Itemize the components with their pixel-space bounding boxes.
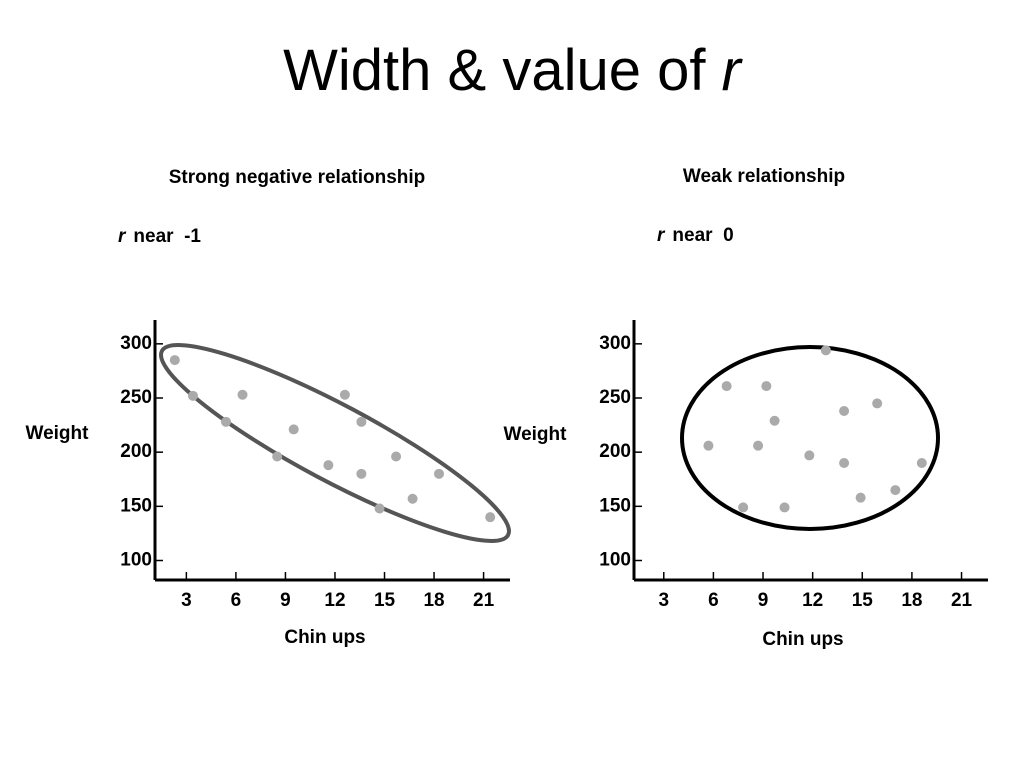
point [872,398,883,409]
point [356,468,367,479]
subtitle-text: near -1 [133,226,201,247]
slide-title: Width & value of r [283,38,743,103]
point [169,355,180,366]
point [703,440,714,451]
x-tick-label: 3 [181,590,192,611]
y-axis-label: Weight [504,424,568,445]
point [374,503,385,514]
x-axis-label: Chin ups [762,629,843,650]
point [356,416,367,427]
x-tick-label: 9 [758,590,769,611]
point [804,450,815,461]
chart-subtitle: r near -1 [118,226,201,247]
x-tick-label: 18 [901,590,922,611]
point [820,345,831,356]
subtitle-text: near 0 [672,225,733,246]
y-tick-label: 200 [120,441,152,462]
point [855,492,866,503]
point [916,458,927,468]
point [839,458,850,468]
cluster-ellipse [680,345,940,531]
point [391,451,402,462]
point [839,406,850,416]
title-text: Width & value of [283,38,706,103]
point [288,424,299,435]
point [187,390,198,401]
cluster-ellipse [159,343,511,543]
y-tick-label: 250 [599,387,631,408]
y-tick-label: 200 [599,441,631,462]
chart-title: Weak relationship [683,166,845,187]
x-tick-label: 21 [473,590,495,611]
x-axis-label: Chin ups [284,627,365,648]
y-tick-label: 250 [120,387,152,408]
title-symbol: r [721,38,743,103]
x-tick-label: 12 [324,590,345,611]
chart-subtitle: r near 0 [657,225,734,246]
subtitle-symbol: r [657,225,666,246]
point [339,389,350,400]
x-tick-label: 15 [374,590,396,611]
point [890,485,901,496]
y-tick-label: 300 [599,333,631,354]
y-tick-label: 150 [599,495,631,516]
x-tick-label: 21 [951,590,973,611]
point [221,416,231,427]
x-tick-label: 9 [280,590,291,611]
x-tick-label: 6 [708,590,719,611]
point [761,381,772,392]
y-tick-label: 100 [120,550,152,571]
y-tick-label: 100 [599,550,631,571]
x-tick-label: 6 [231,590,242,611]
point [323,460,334,471]
point [434,468,444,479]
point [769,415,780,426]
point [779,502,790,513]
y-tick-label: 300 [120,333,152,354]
point [272,451,283,462]
point [237,389,248,400]
x-tick-label: 12 [802,590,823,611]
point [753,440,764,451]
y-tick-label: 150 [120,495,152,516]
point [738,502,749,513]
x-tick-label: 15 [852,590,874,611]
point [407,493,418,504]
point [721,381,732,392]
x-tick-label: 18 [423,590,444,611]
x-tick-label: 3 [658,590,669,611]
subtitle-symbol: r [118,226,127,247]
chart-title: Strong negative relationship [169,167,426,188]
y-axis-label: Weight [26,423,90,444]
point [485,512,496,523]
